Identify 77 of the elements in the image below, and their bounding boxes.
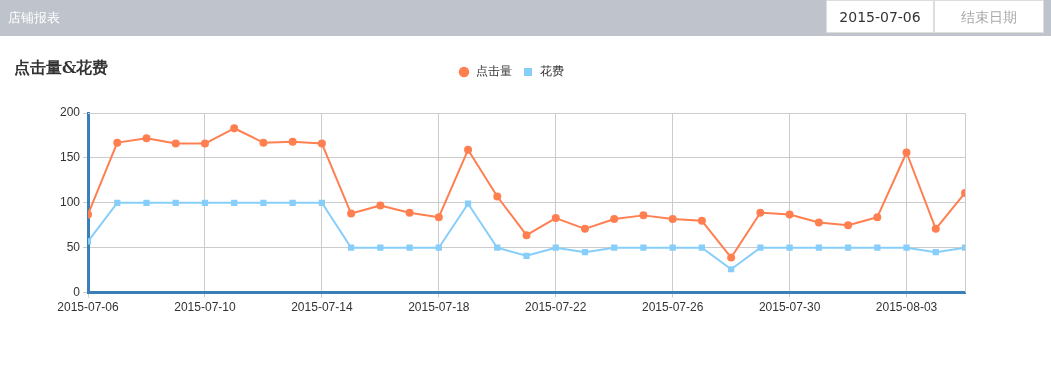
point <box>259 138 268 147</box>
point <box>844 244 852 251</box>
point <box>874 244 881 251</box>
point <box>931 224 940 233</box>
y-tick-label: 150 <box>59 150 81 165</box>
x-tick-label: 2015-08-03 <box>875 300 938 315</box>
point <box>288 137 297 146</box>
point <box>727 253 736 262</box>
point <box>581 249 589 256</box>
point <box>639 211 648 220</box>
y-tick-label: 200 <box>59 105 81 120</box>
x-tick-label: 2015-07-10 <box>174 300 236 315</box>
point <box>611 244 618 251</box>
point <box>697 216 706 225</box>
point <box>552 244 559 251</box>
point <box>815 244 822 251</box>
point <box>435 244 442 251</box>
chart-title: 点击量&花费 <box>14 58 109 79</box>
point <box>113 138 122 147</box>
legend-label: 花费 <box>540 64 564 79</box>
point <box>728 266 735 273</box>
y-tick-label: 50 <box>66 240 81 255</box>
x-tick-label: 2015-07-26 <box>641 300 704 315</box>
point <box>230 124 239 133</box>
point <box>347 209 356 218</box>
point <box>464 145 473 154</box>
text: 店铺报表 <box>8 9 60 27</box>
point <box>786 244 793 251</box>
point <box>318 199 325 206</box>
point <box>494 244 501 251</box>
point <box>669 244 676 251</box>
x-tick-label: 2015-07-22 <box>525 300 587 315</box>
point <box>464 200 472 207</box>
point <box>873 213 882 222</box>
point <box>522 231 531 240</box>
point <box>114 199 121 206</box>
point <box>814 218 823 227</box>
point <box>640 244 647 251</box>
point <box>757 244 764 251</box>
point <box>289 199 296 206</box>
point <box>347 244 355 251</box>
point <box>260 199 267 206</box>
x-tick-label: 2015-07-30 <box>758 300 821 315</box>
point <box>903 244 910 251</box>
point <box>405 208 414 217</box>
point <box>493 192 502 201</box>
point <box>902 148 911 157</box>
point <box>668 214 677 223</box>
point <box>143 199 150 206</box>
point <box>551 214 560 223</box>
point <box>434 213 443 222</box>
date-field: 结束日期 <box>934 0 1044 33</box>
point <box>172 199 179 206</box>
point <box>580 224 589 233</box>
x-tick-label: 2015-07-06 <box>57 300 120 315</box>
point <box>142 134 151 143</box>
point <box>523 252 530 259</box>
point <box>317 139 326 148</box>
x-tick-label: 2015-07-14 <box>291 300 353 315</box>
point <box>932 249 939 256</box>
date-field: 2015-07-06 <box>826 0 934 33</box>
point <box>756 208 765 217</box>
y-tick-label: 100 <box>59 195 81 210</box>
y-tick-label: 0 <box>73 284 81 299</box>
point <box>610 214 619 223</box>
point <box>844 221 853 230</box>
point <box>785 210 794 219</box>
x-tick-label: 2015-07-18 <box>408 300 470 315</box>
legend-label: 点击量 <box>476 64 512 79</box>
point <box>406 244 413 251</box>
point <box>376 201 385 210</box>
point <box>377 244 384 251</box>
point <box>201 199 209 206</box>
point <box>698 244 706 251</box>
point <box>171 139 180 148</box>
point <box>231 199 238 206</box>
point <box>200 139 209 148</box>
